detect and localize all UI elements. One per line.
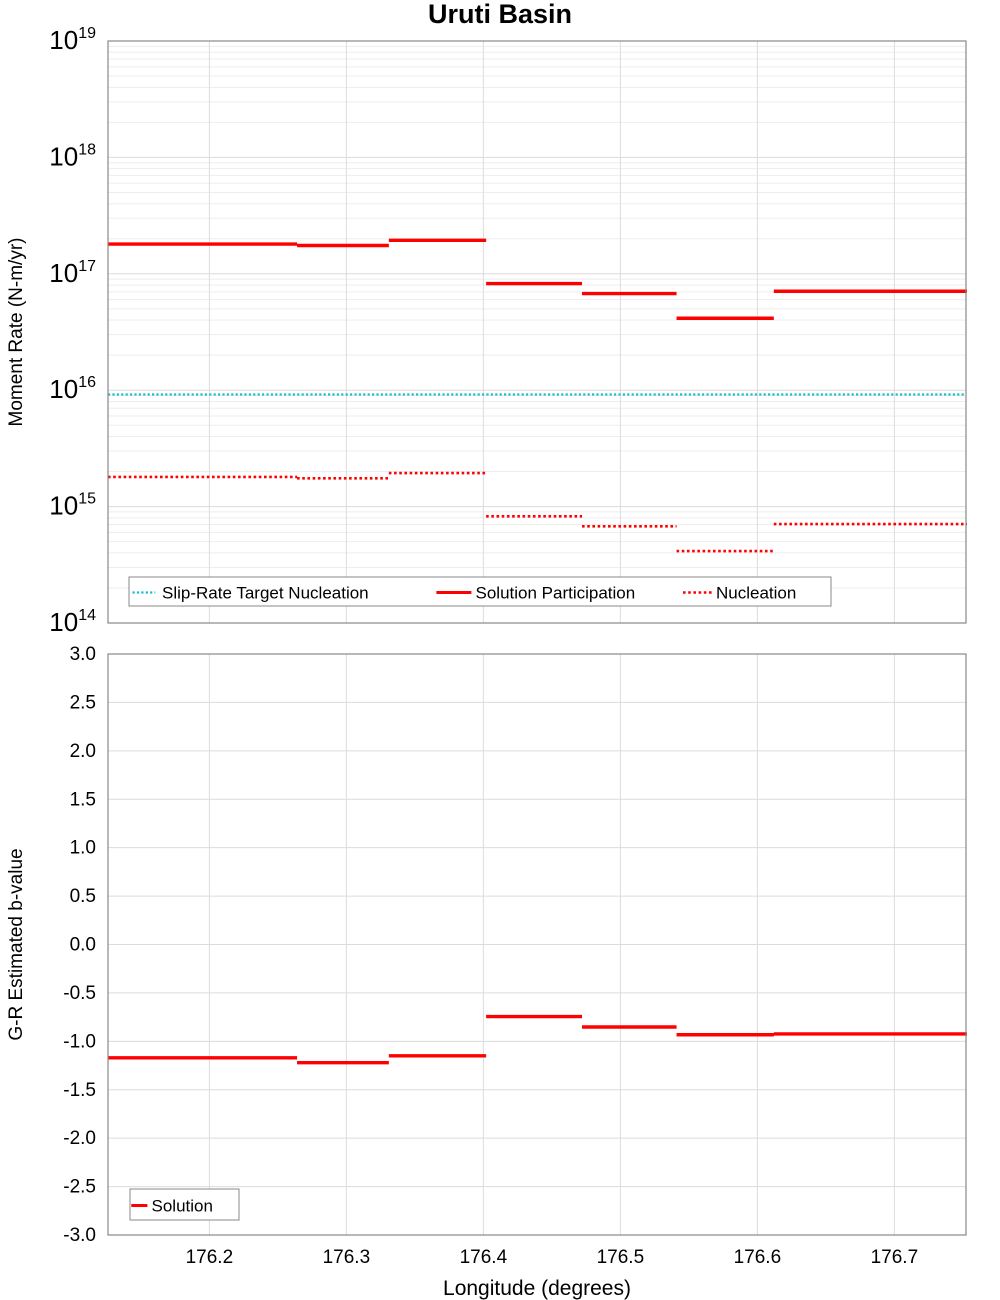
- svg-text:-1.0: -1.0: [63, 1031, 96, 1052]
- svg-text:176.4: 176.4: [460, 1247, 508, 1268]
- svg-text:Moment Rate (N-m/yr): Moment Rate (N-m/yr): [6, 238, 27, 427]
- svg-text:G-R Estimated b-value: G-R Estimated b-value: [6, 848, 27, 1040]
- svg-text:2.5: 2.5: [70, 692, 96, 713]
- svg-text:176.3: 176.3: [323, 1247, 371, 1268]
- svg-text:1.5: 1.5: [70, 789, 96, 810]
- svg-text:Solution Participation: Solution Participation: [476, 584, 636, 603]
- svg-text:1.0: 1.0: [70, 838, 96, 859]
- svg-text:Slip-Rate Target Nucleation: Slip-Rate Target Nucleation: [162, 584, 369, 603]
- svg-text:-1.5: -1.5: [63, 1080, 96, 1101]
- svg-text:3.0: 3.0: [70, 644, 96, 665]
- svg-text:Longitude (degrees): Longitude (degrees): [443, 1277, 631, 1300]
- svg-text:176.2: 176.2: [186, 1247, 234, 1268]
- svg-text:-2.5: -2.5: [63, 1177, 96, 1198]
- svg-text:0.5: 0.5: [70, 886, 96, 907]
- svg-text:176.5: 176.5: [597, 1247, 645, 1268]
- svg-text:Solution: Solution: [152, 1197, 213, 1216]
- svg-text:0.0: 0.0: [70, 935, 96, 956]
- svg-text:176.6: 176.6: [734, 1247, 782, 1268]
- svg-text:-0.5: -0.5: [63, 983, 96, 1004]
- svg-text:Nucleation: Nucleation: [716, 584, 796, 603]
- svg-text:-3.0: -3.0: [63, 1225, 96, 1246]
- svg-text:-2.0: -2.0: [63, 1128, 96, 1149]
- svg-text:176.7: 176.7: [871, 1247, 919, 1268]
- svg-text:2.0: 2.0: [70, 741, 96, 762]
- svg-text:Uruti Basin: Uruti Basin: [428, 0, 572, 29]
